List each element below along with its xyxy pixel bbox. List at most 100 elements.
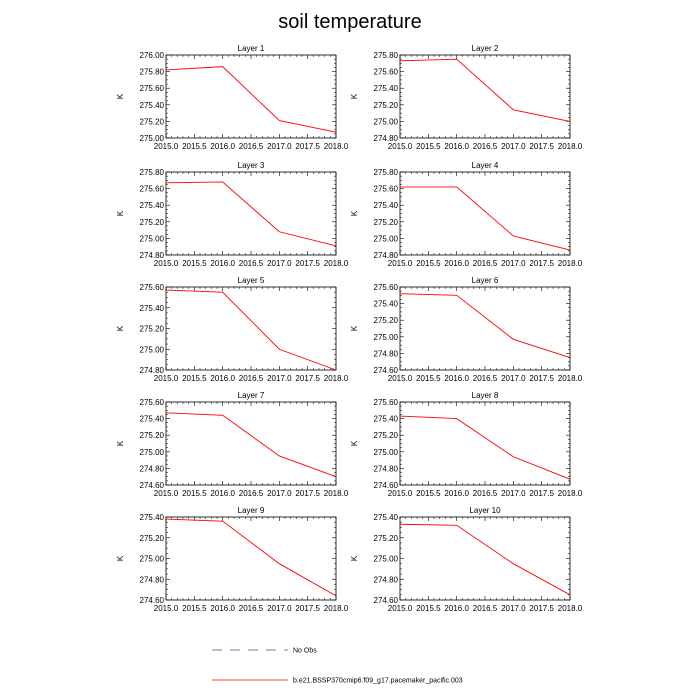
x-tick-label: 2018.0 [558, 489, 583, 498]
y-tick-label: 274.60 [374, 366, 399, 375]
y-tick-label: 275.80 [140, 68, 165, 77]
x-tick-label: 2015.5 [416, 489, 441, 498]
y-tick-label: 275.40 [140, 304, 165, 313]
plot-frame [165, 54, 337, 139]
y-tick-label: 275.40 [140, 415, 165, 424]
x-tick-label: 2016.0 [210, 374, 235, 383]
y-tick-label: 274.80 [374, 464, 399, 473]
y-tick-label: 275.40 [374, 201, 399, 210]
x-tick-label: 2015.0 [154, 489, 179, 498]
y-tick-label: 275.40 [140, 513, 165, 522]
x-tick-label: 2017.0 [501, 259, 526, 268]
x-tick-label: 2015.0 [154, 259, 179, 268]
x-tick-label: 2017.5 [529, 374, 554, 383]
x-tick-label: 2016.0 [210, 259, 235, 268]
y-tick-label: 275.00 [140, 234, 165, 243]
x-tick-label: 2017.0 [501, 604, 526, 613]
y-tick-label: 275.60 [140, 84, 165, 93]
x-tick-label: 2016.0 [444, 489, 469, 498]
x-tick-label: 2015.5 [182, 604, 207, 613]
y-tick-label: 274.80 [140, 251, 165, 260]
x-tick-label: 2015.5 [416, 374, 441, 383]
y-tick-label: 275.00 [374, 234, 399, 243]
panel-layer-2: Layer 2 274.80 275.00 275.20 275.40 275.60 275… [350, 44, 583, 151]
legend-model-label: b.e21.BSSP370cmip6.f09_g17.pacemaker_pac… [293, 678, 463, 685]
x-tick-label: 2017.5 [295, 489, 320, 498]
x-tick-label: 2017.0 [501, 489, 526, 498]
y-axis-label: K [116, 325, 125, 331]
y-axis-label: K [116, 93, 125, 99]
x-tick-label: 2016.0 [444, 374, 469, 383]
x-tick-label: 2016.5 [473, 604, 498, 613]
series-line [165, 518, 337, 597]
x-tick-label: 2016.5 [239, 604, 264, 613]
y-tick-label: 275.00 [140, 555, 165, 564]
y-tick-label: 274.80 [140, 464, 165, 473]
panel-layer-9: Layer 9 274.60 274.80 275.00 275.20 275.40 201… [116, 506, 349, 613]
x-tick-label: 2016.0 [210, 489, 235, 498]
y-tick-label: 275.40 [374, 84, 399, 93]
panel-layer-7: Layer 7 274.60 274.80 275.00 275.20 275.40 275… [116, 391, 349, 498]
x-tick-label: 2018.0 [324, 374, 349, 383]
y-tick-label: 275.20 [374, 534, 399, 543]
panel-title: Layer 4 [472, 161, 499, 170]
y-tick-label: 275.00 [374, 333, 399, 342]
x-tick-label: 2018.0 [558, 142, 583, 151]
y-tick-label: 275.60 [374, 398, 399, 407]
panel-title: Layer 9 [238, 506, 265, 515]
series-line [399, 523, 571, 596]
y-tick-label: 274.80 [140, 366, 165, 375]
figure-title: soil temperature [278, 11, 421, 33]
plot-frame [165, 401, 337, 486]
y-tick-label: 275.60 [140, 283, 165, 292]
y-tick-label: 275.80 [140, 168, 165, 177]
y-tick-label: 275.40 [374, 300, 399, 309]
y-tick-label: 275.60 [374, 283, 399, 292]
y-tick-label: 275.80 [374, 168, 399, 177]
y-tick-label: 274.60 [374, 596, 399, 605]
x-tick-label: 2016.0 [444, 604, 469, 613]
x-tick-label: 2017.5 [295, 374, 320, 383]
x-tick-label: 2015.0 [388, 489, 413, 498]
panel-title: Layer 10 [469, 506, 501, 515]
x-tick-label: 2018.0 [558, 374, 583, 383]
x-tick-label: 2017.0 [267, 259, 292, 268]
y-tick-label: 274.60 [140, 481, 165, 490]
y-tick-label: 275.60 [140, 185, 165, 194]
plot-frame [399, 54, 571, 139]
x-tick-label: 2015.5 [182, 374, 207, 383]
x-tick-label: 2017.5 [529, 259, 554, 268]
y-tick-label: 275.20 [374, 218, 399, 227]
panel-title: Layer 2 [472, 44, 499, 53]
x-tick-label: 2017.0 [267, 374, 292, 383]
y-tick-label: 276.00 [140, 51, 165, 60]
panel-layer-3: Layer 3 274.80 275.00 275.20 275.40 275.60 275… [116, 161, 349, 268]
panel-title: Layer 7 [238, 391, 265, 400]
x-tick-label: 2018.0 [324, 604, 349, 613]
y-tick-label: 275.20 [374, 431, 399, 440]
x-tick-label: 2017.0 [501, 374, 526, 383]
x-tick-label: 2016.0 [210, 142, 235, 151]
y-axis-label: K [350, 440, 359, 446]
series-line [399, 415, 571, 480]
x-tick-label: 2016.5 [473, 259, 498, 268]
x-tick-label: 2017.5 [295, 142, 320, 151]
x-tick-label: 2018.0 [558, 259, 583, 268]
series-line [399, 58, 571, 122]
x-tick-label: 2017.0 [267, 604, 292, 613]
y-tick-label: 275.40 [140, 101, 165, 110]
y-tick-label: 275.20 [140, 534, 165, 543]
y-tick-label: 275.60 [374, 185, 399, 194]
series-line [399, 293, 571, 358]
y-tick-label: 275.20 [140, 117, 165, 126]
x-tick-label: 2015.5 [416, 142, 441, 151]
x-tick-label: 2016.5 [473, 142, 498, 151]
y-axis-label: K [350, 325, 359, 331]
panel-title: Layer 1 [238, 44, 265, 53]
x-tick-label: 2017.5 [529, 604, 554, 613]
y-tick-label: 275.20 [140, 218, 165, 227]
y-tick-label: 275.00 [140, 134, 165, 143]
series-line [165, 289, 337, 371]
panel-layer-8: Layer 8 274.60 274.80 275.00 275.20 275.40 275… [350, 391, 583, 498]
y-tick-label: 275.60 [374, 68, 399, 77]
